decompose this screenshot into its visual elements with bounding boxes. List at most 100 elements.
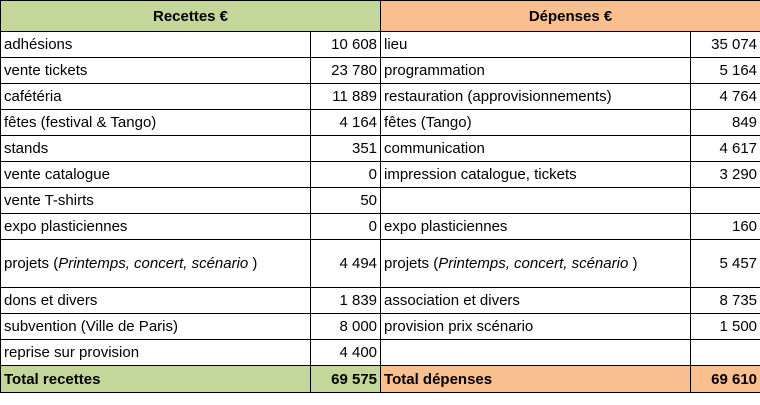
label: lieu bbox=[384, 36, 408, 53]
table-row: vente T-shirts 50 bbox=[0, 187, 760, 214]
label: Total recettes bbox=[4, 370, 101, 388]
amount-cell: 1 500 bbox=[690, 313, 760, 340]
label-cell: lieu bbox=[380, 31, 692, 58]
table-row: reprise sur provision 4 400 bbox=[0, 339, 760, 366]
label-cell: fêtes (festival & Tango) bbox=[0, 109, 311, 136]
table-row: projets (Printemps, concert, scénario ) 4… bbox=[0, 239, 760, 288]
amount: 0 bbox=[368, 166, 378, 183]
amount: 4 764 bbox=[719, 88, 758, 105]
amount: 4 494 bbox=[339, 255, 378, 272]
amount-cell: 849 bbox=[690, 109, 760, 136]
amount: 351 bbox=[351, 140, 378, 157]
amount: 23 780 bbox=[331, 62, 378, 79]
amount-cell: 4 764 bbox=[690, 83, 760, 110]
label-cell: reprise sur provision bbox=[0, 339, 311, 366]
table-row: subvention (Ville de Paris) 8 000 provisio… bbox=[0, 313, 760, 340]
amount-cell: 351 bbox=[309, 135, 382, 162]
label: expo plasticiennes bbox=[384, 218, 508, 235]
table-row: stands 351 communication 4 617 bbox=[0, 135, 760, 162]
amount: 0 bbox=[368, 218, 378, 235]
label: association et divers bbox=[384, 292, 520, 309]
amount: 69 610 bbox=[711, 370, 758, 388]
label-italic: Printemps, concert, scénario bbox=[58, 255, 249, 272]
amount-cell: 4 617 bbox=[690, 135, 760, 162]
label: ) bbox=[628, 255, 638, 272]
label-cell: fêtes (Tango) bbox=[380, 109, 692, 136]
label-cell: Total recettes bbox=[0, 365, 311, 393]
label: vente T-shirts bbox=[4, 192, 94, 209]
amount-cell: 4 164 bbox=[309, 109, 382, 136]
amount-cell: 4 494 bbox=[309, 239, 382, 288]
label: reprise sur provision bbox=[4, 344, 140, 361]
label-cell: provision prix scénario bbox=[380, 313, 692, 340]
budget-table: Recettes € Dépenses € adhésions 10 608 lie… bbox=[0, 0, 760, 393]
label: provision prix scénario bbox=[384, 318, 534, 335]
amount: 1 500 bbox=[719, 318, 758, 335]
amount-cell: 0 bbox=[309, 161, 382, 188]
recettes-header: Recettes € bbox=[0, 0, 382, 32]
label-cell: communication bbox=[380, 135, 692, 162]
amount-cell bbox=[690, 187, 760, 214]
amount: 849 bbox=[732, 114, 758, 131]
amount-cell: 1 839 bbox=[309, 287, 382, 314]
label: stands bbox=[4, 140, 49, 157]
amount: 5 457 bbox=[719, 255, 758, 272]
label: cafétéria bbox=[4, 88, 62, 105]
amount: 1 839 bbox=[339, 292, 378, 309]
amount-cell: 50 bbox=[309, 187, 382, 214]
label: programmation bbox=[384, 62, 485, 79]
label: projets ( bbox=[384, 255, 439, 272]
table-row: vente tickets 23 780 programmation 5 164 bbox=[0, 57, 760, 84]
amount: 8 735 bbox=[719, 292, 758, 309]
label-cell: projets (Printemps, concert, scénario ) bbox=[0, 239, 311, 288]
label: vente tickets bbox=[4, 62, 88, 79]
label: fêtes (Tango) bbox=[384, 114, 472, 131]
amount-cell: 5 457 bbox=[690, 239, 760, 288]
label-cell: expo plasticiennes bbox=[0, 213, 311, 240]
label-cell: expo plasticiennes bbox=[380, 213, 692, 240]
label: expo plasticiennes bbox=[4, 218, 128, 235]
table-row: dons et divers 1 839 association et divers… bbox=[0, 287, 760, 314]
amount-cell: 69 610 bbox=[690, 365, 760, 393]
amount-cell: 10 608 bbox=[309, 31, 382, 58]
amount-cell: 23 780 bbox=[309, 57, 382, 84]
amount: 8 000 bbox=[339, 318, 378, 335]
table-row: adhésions 10 608 lieu 35 074 bbox=[0, 31, 760, 58]
amount-cell: 69 575 bbox=[309, 365, 382, 393]
amount-cell bbox=[690, 339, 760, 366]
depenses-header: Dépenses € bbox=[380, 0, 760, 32]
amount-cell: 4 400 bbox=[309, 339, 382, 366]
amount: 35 074 bbox=[711, 36, 758, 53]
label: vente catalogue bbox=[4, 166, 110, 183]
header-row: Recettes € Dépenses € bbox=[0, 0, 760, 32]
label-cell: restauration (approvisionnements) bbox=[380, 83, 692, 110]
label-cell: association et divers bbox=[380, 287, 692, 314]
label: ) bbox=[248, 255, 258, 272]
label-italic: Printemps, concert, scénario bbox=[438, 255, 629, 272]
amount: 4 400 bbox=[339, 344, 378, 361]
table-row: cafétéria 11 889 restauration (approvision… bbox=[0, 83, 760, 110]
amount-cell: 35 074 bbox=[690, 31, 760, 58]
amount-cell: 8 000 bbox=[309, 313, 382, 340]
amount: 69 575 bbox=[331, 370, 378, 388]
total-row: Total recettes 69 575 Total dépenses 69 610 bbox=[0, 365, 760, 393]
label-cell bbox=[380, 339, 692, 366]
amount: 10 608 bbox=[331, 36, 378, 53]
table-row: expo plasticiennes 0 expo plasticiennes 160 bbox=[0, 213, 760, 240]
amount: 50 bbox=[360, 192, 378, 209]
amount-cell: 160 bbox=[690, 213, 760, 240]
table-row: vente catalogue 0 impression catalogue, ti… bbox=[0, 161, 760, 188]
label: impression catalogue, tickets bbox=[384, 166, 577, 183]
label-cell: vente tickets bbox=[0, 57, 311, 84]
label-cell bbox=[380, 187, 692, 214]
label: restauration (approvisionnements) bbox=[384, 88, 612, 105]
amount-cell: 11 889 bbox=[309, 83, 382, 110]
label-cell: programmation bbox=[380, 57, 692, 84]
amount: 4 617 bbox=[719, 140, 758, 157]
label-cell: stands bbox=[0, 135, 311, 162]
label-cell: dons et divers bbox=[0, 287, 311, 314]
amount-cell: 5 164 bbox=[690, 57, 760, 84]
label-cell: impression catalogue, tickets bbox=[380, 161, 692, 188]
label-cell: Total dépenses bbox=[380, 365, 692, 393]
